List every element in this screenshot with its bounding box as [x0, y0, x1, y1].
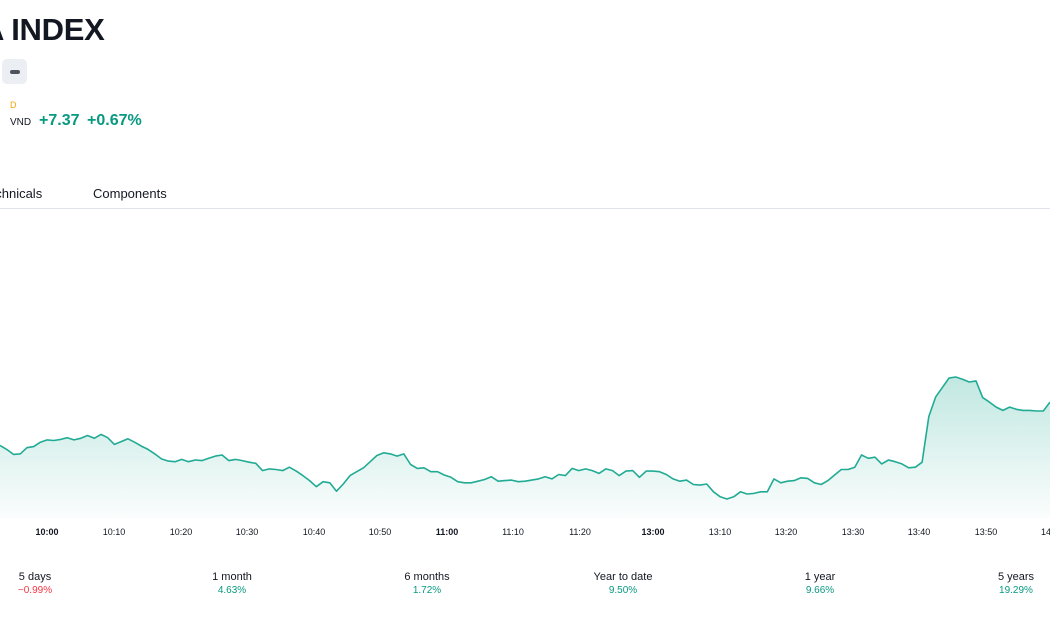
x-tick-label: 10:50: [369, 527, 392, 537]
price-area-fill: [0, 377, 1050, 518]
period-label: Year to date: [593, 571, 653, 583]
x-tick-label: 13:50: [975, 527, 998, 537]
period-year-to-date[interactable]: Year to date 9.50%: [578, 570, 668, 598]
period-label: 5 days: [18, 571, 52, 583]
x-tick-label: 10:30: [236, 527, 259, 537]
x-tick-label: 10:10: [103, 527, 126, 537]
currency-label: VND: [10, 117, 32, 128]
period-6-months[interactable]: 6 months 1.72%: [382, 570, 472, 598]
tab-technicals[interactable]: echnicals: [0, 186, 43, 201]
x-tick-label: 10:40: [303, 527, 326, 537]
x-tick-label: 11:10: [502, 527, 524, 537]
x-tick-label: 14: [1041, 527, 1050, 537]
period-5-years[interactable]: 5 years 19.29%: [971, 570, 1050, 598]
period-5-days[interactable]: 5 days −0.99%: [0, 570, 80, 598]
price-change-percent: +0.67%: [87, 112, 142, 129]
tab-components[interactable]: Components: [93, 186, 167, 201]
x-tick-label: 10:20: [170, 527, 193, 537]
x-tick-label: 13:00: [641, 527, 664, 537]
period-label: 5 years: [997, 571, 1035, 583]
period-value: 9.50%: [608, 585, 638, 596]
period-value: 9.66%: [805, 585, 835, 596]
period-value: −0.99%: [17, 585, 53, 596]
page-title: A INDEX: [0, 12, 105, 47]
period-label: 6 months: [404, 571, 450, 583]
x-tick-label: 11:20: [569, 527, 591, 537]
x-tick-label: 13:10: [709, 527, 732, 537]
delayed-flag: D: [10, 100, 17, 110]
minus-button[interactable]: [2, 59, 27, 84]
price-line: [0, 376, 1050, 500]
x-tick-label: 13:40: [908, 527, 931, 537]
period-label: 1 month: [212, 571, 252, 583]
tab-bar: echnicals Components: [0, 182, 1050, 209]
period-value: 1.72%: [412, 585, 442, 596]
price-chart[interactable]: 10:00 10:10 10:20 10:30 10:40 10:50 11:00 11:10…: [0, 210, 1050, 550]
period-label: 1 year: [804, 571, 836, 583]
period-value: 19.29%: [999, 585, 1033, 596]
x-tick-label: 11:00: [436, 527, 459, 537]
period-1-month[interactable]: 1 month 4.63%: [187, 570, 277, 598]
period-value: 4.63%: [217, 585, 247, 596]
x-tick-label: 10:00: [35, 527, 58, 537]
x-tick-label: 13:30: [842, 527, 865, 537]
period-1-year[interactable]: 1 year 9.66%: [775, 570, 865, 598]
minus-icon: [9, 69, 20, 74]
x-tick-label: 13:20: [775, 527, 798, 537]
price-change: +7.37: [39, 112, 80, 129]
